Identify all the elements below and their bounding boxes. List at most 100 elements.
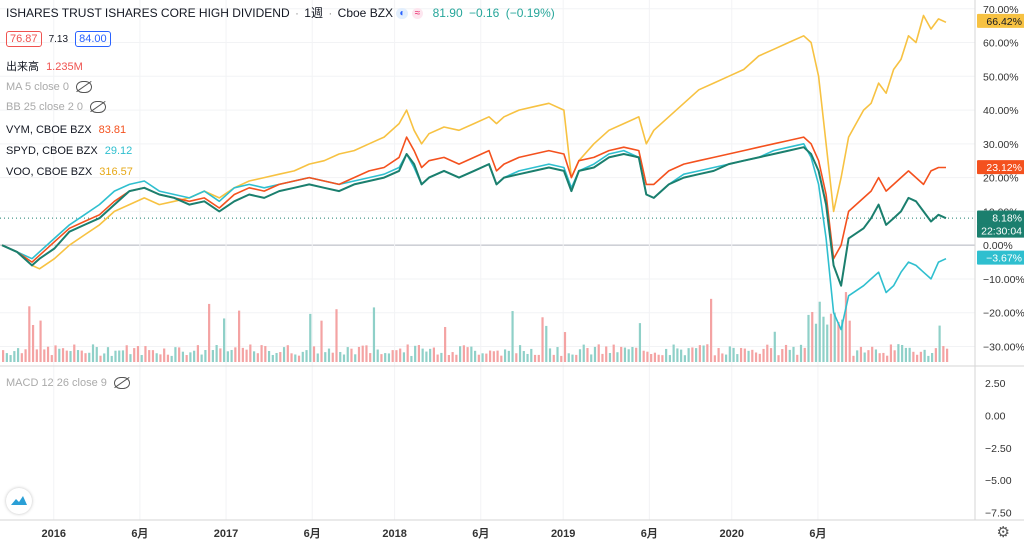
volume-bar [923,349,926,362]
volume-bar [788,349,791,362]
volume-bar [631,346,634,362]
vym-label[interactable]: VYM, CBOE BZX [6,124,92,136]
volume-bar [166,354,170,362]
hidden-eye-icon[interactable] [76,81,93,94]
volume-bar [155,353,158,362]
volume-bar [781,349,784,362]
header-sep: · [294,6,299,20]
interval-label[interactable]: 1週 [304,6,323,20]
volume-bar [226,351,229,362]
volume-bar [129,354,132,362]
ask-box[interactable]: 84.00 [75,31,111,47]
volume-bar [436,354,439,362]
symbol-header: ISHARES TRUST ISHARES CORE HIGH DIVIDEND… [6,4,555,21]
volume-bar [103,353,106,362]
volume-bar [702,345,705,362]
volume-bar [294,354,297,362]
volume-bar [148,350,151,362]
volume-bar [193,350,196,362]
tradingview-logo-icon[interactable] [6,488,32,514]
badge-vym-bg [977,160,1024,175]
volume-bar [575,354,578,362]
hidden-eye-icon[interactable] [113,377,130,390]
volume-bar [88,352,91,362]
bid-box[interactable]: 76.87 [6,31,42,47]
x-tick-label: 2019 [551,528,575,540]
volume-bar [488,350,492,362]
volume-bar [938,325,941,362]
volume-bar [859,346,863,362]
volume-bar [526,353,529,362]
x-tick-label: 2018 [382,528,406,540]
volume-bar [916,354,919,362]
volume-bar [35,349,38,362]
volume-bar [672,344,675,362]
volume-bar [799,344,803,362]
volume-bar [290,353,293,362]
volume-bar [73,344,76,362]
y-tick-label: −30.00% [983,341,1024,353]
volume-bar [264,346,267,362]
y-tick-label: 0.00% [983,240,1013,252]
ma-label[interactable]: MA 5 close 0 [6,81,69,93]
volume-bar [327,348,331,362]
approx-icon[interactable]: ≈ [411,8,424,20]
badge-spyd-bg [977,250,1024,265]
volume-bar [856,350,859,362]
volume-bar [811,311,814,362]
volume-bar [668,355,671,362]
volume-bar [792,346,795,362]
x-tick-label: 6月 [131,527,148,540]
volume-bar [683,355,686,362]
volume-bar [121,350,125,362]
volume-bar [335,309,338,362]
volume-bar [196,345,199,362]
volume-bar [429,348,432,362]
volume-bar [867,350,870,362]
volume-bar [680,349,683,362]
volume-bar [361,345,364,362]
volume-bar [807,314,810,362]
volume-bar [548,348,552,362]
macd-label[interactable]: MACD 12 26 close 9 [6,377,107,389]
volume-bar [238,310,241,362]
volume-bar [841,319,844,362]
volume-bar [118,350,121,362]
volume-bar [642,350,645,362]
volume-label[interactable]: 出来高 [6,61,39,73]
market-status-icon[interactable]: ◐ [396,8,409,20]
volume-bar [687,348,690,362]
spyd-label[interactable]: SPYD, CBOE BZX [6,145,98,157]
volume-bar [477,354,480,362]
volume-bar [309,313,312,362]
volume-bar [593,346,597,362]
hidden-eye-icon[interactable] [90,101,107,114]
volume-bar [455,354,458,362]
spyd-value: 29.12 [104,145,133,157]
volume-bar [515,353,518,362]
bb-label[interactable]: BB 25 close 2 0 [6,101,84,113]
volume-bar [58,348,61,362]
symbol-title[interactable]: ISHARES TRUST ISHARES CORE HIGH DIVIDEND [6,6,290,20]
macd-tick-label: 0.00 [985,410,1006,422]
volume-bar [650,354,653,362]
volume-bar [537,354,540,362]
volume-bar [414,345,417,362]
volume-bar [376,349,379,362]
spread-value: 7.13 [48,34,69,45]
volume-bar [444,326,447,362]
voo-label[interactable]: VOO, CBOE BZX [6,166,93,178]
volume-bar [533,354,537,362]
volume-bar [432,347,435,362]
volume-bar [492,351,495,362]
volume-bar [282,347,286,362]
y-tick-label: 60.00% [983,38,1019,50]
volume-bar [46,346,50,362]
volume-bar [99,355,102,362]
volume-bar [440,352,443,362]
volume-bar [286,345,289,362]
volume-bar [185,355,188,362]
volume-bar [751,349,754,362]
gear-icon[interactable]: ⚙ [996,524,1010,541]
